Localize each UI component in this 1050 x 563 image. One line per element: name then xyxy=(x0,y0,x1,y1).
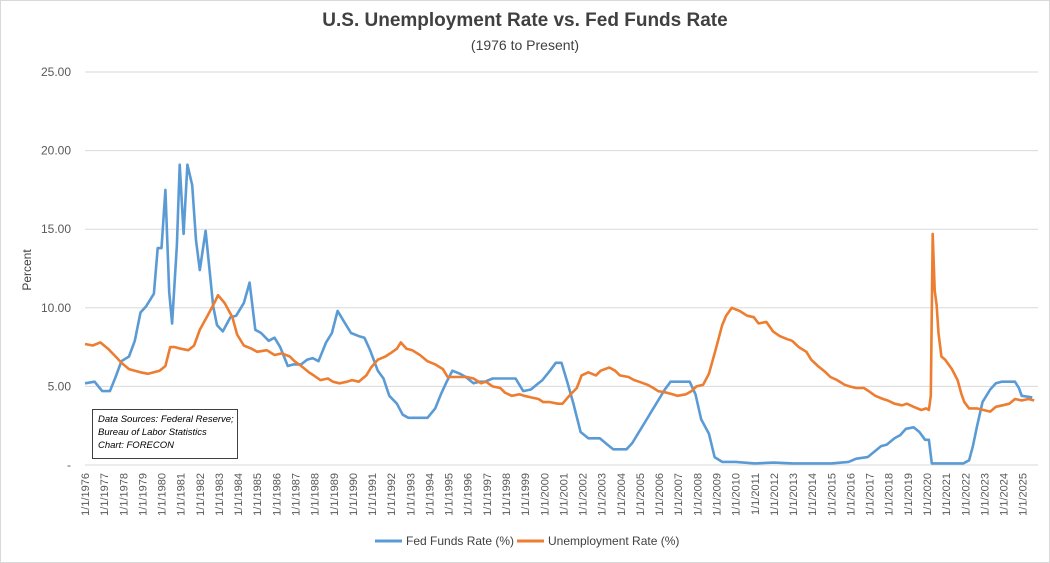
x-tick-label: 1/1/2021 xyxy=(941,473,953,516)
x-tick-label: 1/1/2003 xyxy=(597,473,609,516)
x-tick-label: 1/1/2004 xyxy=(616,473,628,516)
x-tick-label: 1/1/2005 xyxy=(635,473,647,516)
x-tick-label: 1/1/2008 xyxy=(692,473,704,516)
x-tick-label: 1/1/1983 xyxy=(214,473,226,516)
x-tick-label: 1/1/1991 xyxy=(367,473,379,516)
x-tick-label: 1/1/1985 xyxy=(252,473,264,516)
x-tick-label: 1/1/2009 xyxy=(712,473,724,516)
chart-subtitle: (1976 to Present) xyxy=(470,37,580,53)
x-tick-label: 1/1/2022 xyxy=(960,473,972,516)
x-tick-label: 1/1/2006 xyxy=(654,473,666,516)
x-axis-ticks: 1/1/1976 1/1/1977 1/1/1978 1/1/1979 1/1/1980… xyxy=(80,473,1030,516)
x-tick-label: 1/1/1986 xyxy=(271,473,283,516)
y-tick-label: 5.00 xyxy=(48,379,72,393)
legend-label-fed-funds: Fed Funds Rate (%) xyxy=(406,534,514,548)
x-tick-label: 1/1/2012 xyxy=(769,473,781,516)
gridlines xyxy=(85,71,1038,466)
x-tick-label: 1/1/2011 xyxy=(750,473,762,515)
x-tick-label: 1/1/2025 xyxy=(1018,473,1030,516)
series-lines xyxy=(84,163,1035,465)
x-tick-label: 1/1/1980 xyxy=(157,473,169,516)
x-tick-label: 1/1/1992 xyxy=(386,473,398,516)
x-tick-label: 1/1/1978 xyxy=(118,473,130,516)
x-tick-label: 1/1/1995 xyxy=(444,473,456,516)
x-tick-label: 1/1/2020 xyxy=(922,473,934,516)
x-tick-label: 1/1/1989 xyxy=(329,473,341,516)
x-tick-label: 1/1/2018 xyxy=(884,473,896,516)
x-tick-label: 1/1/2014 xyxy=(807,473,819,516)
x-tick-label: 1/1/1984 xyxy=(233,473,245,516)
x-tick-label: 1/1/1999 xyxy=(520,473,532,516)
x-tick-label: 1/1/1981 xyxy=(176,473,188,516)
x-tick-label: 1/1/2001 xyxy=(558,473,570,516)
x-tick-label: 1/1/2019 xyxy=(903,473,915,516)
x-tick-label: 1/1/2010 xyxy=(731,473,743,516)
x-tick-label: 1/1/2013 xyxy=(788,473,800,516)
legend: Fed Funds Rate (%) Unemployment Rate (%) xyxy=(375,534,679,548)
x-tick-label: 1/1/2002 xyxy=(578,473,590,516)
legend-label-unemployment: Unemployment Rate (%) xyxy=(548,534,679,548)
x-tick-label: 1/1/1996 xyxy=(463,473,475,516)
x-tick-label: 1/1/1977 xyxy=(99,473,111,516)
series-line-unemployment xyxy=(84,232,1035,413)
source-note-line: Chart: FORECON xyxy=(98,440,175,451)
x-tick-label: 1/1/2023 xyxy=(979,473,991,516)
x-tick-label: 1/1/2017 xyxy=(865,473,877,516)
x-tick-label: 1/1/1988 xyxy=(310,473,322,516)
x-tick-label: 1/1/1987 xyxy=(291,473,303,516)
x-tick-label: 1/1/2015 xyxy=(826,473,838,516)
y-tick-label: 20.00 xyxy=(41,144,71,158)
source-note-line: Data Sources: Federal Reserve; xyxy=(98,414,234,425)
y-tick-label: 10.00 xyxy=(41,301,71,315)
x-tick-label: 1/1/2007 xyxy=(673,473,685,516)
x-tick-label: 1/1/1997 xyxy=(482,473,494,516)
x-tick-label: 1/1/1990 xyxy=(348,473,360,516)
x-tick-label: 1/1/2024 xyxy=(999,473,1011,516)
y-tick-label: 15.00 xyxy=(41,222,71,236)
chart-title: U.S. Unemployment Rate vs. Fed Funds Rat… xyxy=(322,10,728,31)
x-tick-label: 1/1/1979 xyxy=(137,473,149,516)
x-tick-label: 1/1/1993 xyxy=(405,473,417,516)
x-tick-label: 1/1/2016 xyxy=(845,473,857,516)
y-tick-label: 25.00 xyxy=(41,65,71,79)
y-tick-label: - xyxy=(67,458,71,472)
source-note-line: Bureau of Labor Statistics xyxy=(98,427,207,438)
x-tick-label: 1/1/1982 xyxy=(195,473,207,516)
x-tick-label: 1/1/1976 xyxy=(80,473,92,516)
y-axis-ticks: - 5.00 10.00 15.00 20.00 25.00 xyxy=(41,65,71,472)
source-note-box: Data Sources: Federal Reserve; Bureau of… xyxy=(92,409,238,459)
x-tick-label: 1/1/1994 xyxy=(424,473,436,516)
x-tick-label: 1/1/1998 xyxy=(501,473,513,516)
x-tick-label: 1/1/2000 xyxy=(539,473,551,516)
y-axis-label: Percent xyxy=(20,249,34,291)
